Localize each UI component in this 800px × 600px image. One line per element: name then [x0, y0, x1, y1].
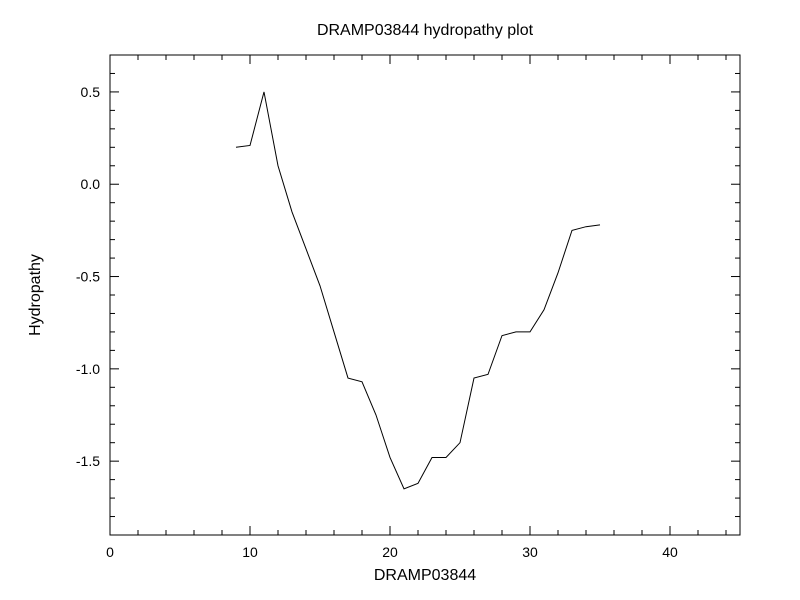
x-tick-label: 40: [662, 544, 678, 560]
chart-title: DRAMP03844 hydropathy plot: [317, 22, 534, 39]
y-tick-label: -1.5: [76, 453, 100, 469]
y-axis-label: Hydropathy: [27, 254, 44, 336]
data-line: [236, 92, 600, 489]
chart-container: 0 10 20 30 40 -1.5 -1.0 -0.5 0.0 0.5 DRAMP03844 hy…: [0, 0, 800, 600]
x-axis-label: DRAMP03844: [374, 567, 476, 584]
x-tick-label: 0: [106, 544, 114, 560]
y-tick-label: -1.0: [76, 361, 100, 377]
x-tick-label: 10: [242, 544, 258, 560]
x-tick-label: 30: [522, 544, 538, 560]
y-tick-label: 0.0: [81, 176, 101, 192]
y-tick-label: -0.5: [76, 269, 100, 285]
hydropathy-line-chart: 0 10 20 30 40 -1.5 -1.0 -0.5 0.0 0.5 DRAMP03844 hy…: [0, 0, 800, 600]
plot-box: [110, 55, 740, 535]
x-tick-label: 20: [382, 544, 398, 560]
y-tick-label: 0.5: [81, 84, 101, 100]
